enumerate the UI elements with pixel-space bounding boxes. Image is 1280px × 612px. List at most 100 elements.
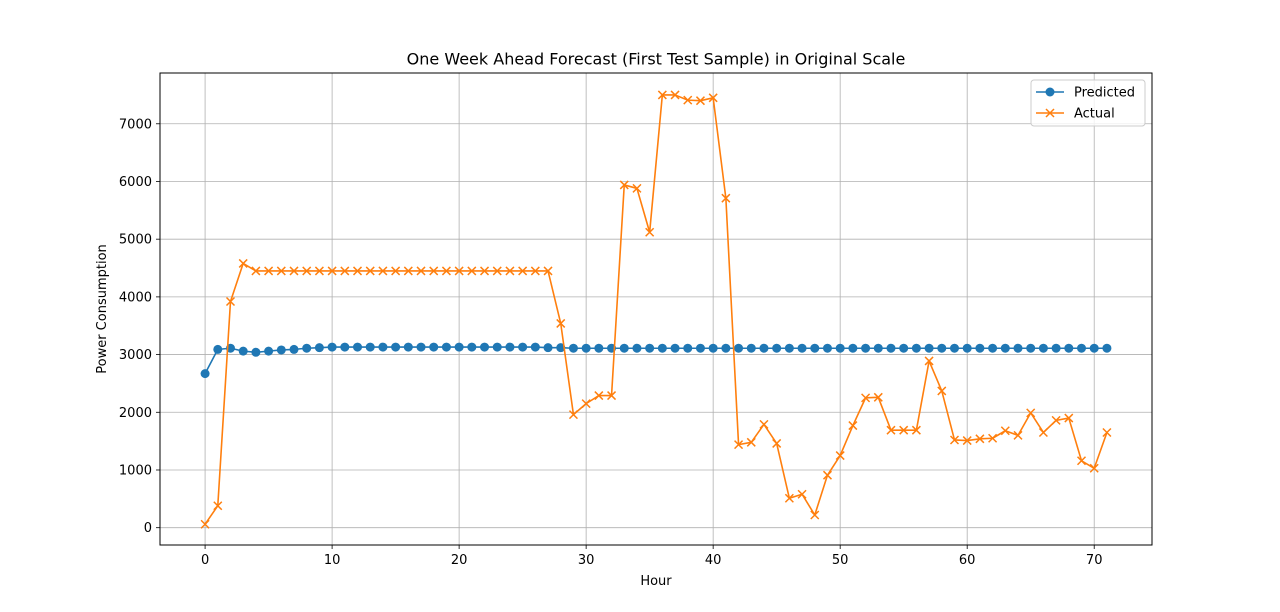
actual-point — [505, 266, 515, 276]
y-tick-label: 1000 — [119, 463, 152, 478]
ticks: 0 10 20 30 40 50 60 70 0 1000 2000 3000 4000 5000 6000… — [119, 117, 1103, 568]
predicted-point — [784, 343, 794, 353]
actual-point — [899, 425, 909, 435]
actual-point — [632, 183, 642, 193]
actual-point — [949, 435, 960, 445]
actual-point — [911, 425, 921, 435]
actual-point — [1076, 456, 1087, 466]
actual-point — [403, 266, 413, 276]
actual-point — [314, 266, 324, 276]
predicted-point — [873, 343, 883, 353]
predicted-point — [759, 343, 769, 353]
predicted-point — [543, 343, 553, 353]
predicted-point — [721, 343, 731, 353]
series-layer — [200, 90, 1112, 529]
predicted-point — [734, 343, 744, 353]
actual-point — [937, 386, 947, 396]
predicted-point — [302, 343, 312, 353]
actual-point — [556, 318, 566, 328]
actual-point — [391, 266, 401, 276]
x-tick-label: 30 — [578, 553, 595, 568]
actual-point — [1051, 415, 1061, 425]
predicted-point — [619, 343, 629, 353]
y-tick-label: 5000 — [119, 233, 152, 248]
actual-point — [772, 438, 782, 448]
predicted-point — [937, 343, 947, 353]
grid — [160, 73, 1152, 545]
predicted-point — [213, 344, 223, 354]
x-tick-label: 0 — [201, 553, 209, 568]
predicted-point — [264, 346, 274, 356]
predicted-point — [886, 343, 896, 353]
actual-point — [670, 90, 680, 100]
predicted-point — [391, 342, 401, 352]
predicted-point — [1051, 343, 1061, 353]
actual-point — [645, 227, 655, 237]
predicted-point — [797, 343, 807, 353]
actual-point — [479, 266, 490, 276]
actual-point — [683, 95, 693, 105]
actual-point — [975, 434, 985, 444]
actual-point — [467, 266, 477, 276]
actual-point — [581, 399, 591, 409]
actual-point — [530, 266, 540, 276]
predicted-point — [505, 342, 515, 352]
predicted-point — [949, 343, 959, 353]
actual-point — [518, 266, 528, 276]
actual-point — [1013, 430, 1023, 440]
predicted-point — [556, 343, 566, 353]
actual-point — [302, 266, 312, 276]
actual-point — [238, 258, 248, 268]
y-axis-label: Power Consumption — [95, 244, 110, 374]
predicted-point — [1102, 343, 1112, 353]
actual-point — [746, 437, 756, 447]
actual-point — [1064, 413, 1074, 423]
actual-point — [873, 392, 883, 402]
actual-point — [619, 180, 629, 190]
predicted-point — [378, 342, 388, 352]
predicted-point — [467, 342, 477, 352]
predicted-point — [289, 344, 299, 354]
actual-point — [251, 266, 261, 276]
predicted-point — [1077, 343, 1087, 353]
actual-point — [1026, 408, 1036, 418]
predicted-point — [683, 343, 693, 353]
predicted-point — [695, 343, 705, 353]
predicted-point — [772, 343, 782, 353]
actual-point — [734, 440, 744, 450]
predicted-point — [429, 342, 439, 352]
predicted-point — [1000, 343, 1010, 353]
predicted-point — [365, 342, 375, 352]
legend-actual-marker — [1045, 108, 1055, 118]
predicted-point — [568, 343, 578, 353]
predicted-point — [975, 343, 985, 353]
actual-point — [708, 93, 718, 103]
x-tick-label: 20 — [451, 553, 468, 568]
predicted-point — [251, 347, 261, 357]
legend: Predicted Actual — [1030, 79, 1146, 127]
actual-point — [365, 266, 375, 276]
predicted-point — [924, 343, 934, 353]
predicted-point — [861, 343, 871, 353]
predicted-point — [1038, 343, 1048, 353]
actual-point — [835, 451, 845, 461]
actual-point — [429, 266, 439, 276]
actual-point — [1102, 427, 1112, 438]
predicted-point — [480, 342, 490, 352]
actual-point — [657, 90, 667, 100]
predicted-point — [314, 343, 324, 353]
actual-point — [416, 266, 426, 276]
actual-point — [1000, 426, 1010, 436]
predicted-point — [200, 369, 210, 379]
actual-point — [962, 436, 972, 446]
series-actual — [200, 90, 1112, 529]
predicted-point — [581, 343, 591, 353]
legend-predicted-marker — [1045, 87, 1055, 97]
actual-point — [924, 356, 934, 366]
plot-frame — [159, 72, 1153, 546]
actual-point — [822, 470, 833, 480]
actual-point — [327, 266, 337, 276]
actual-point — [378, 266, 388, 276]
predicted-point — [1013, 343, 1023, 353]
